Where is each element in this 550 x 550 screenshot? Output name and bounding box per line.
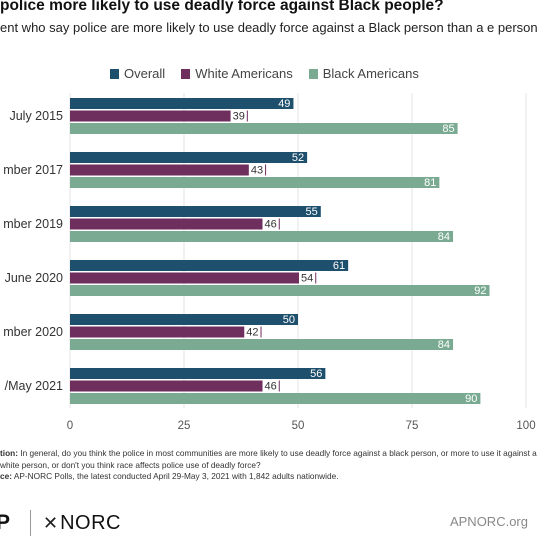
legend-swatch-black-americans [308,68,318,79]
bar-white-americans-4 [70,326,262,338]
x-tick-label-0: 0 [67,420,73,432]
ap-logo: P [0,511,11,534]
bar-chart: 0 25 50 75 100 July 2015 49 39 85 mber 2017 52 43 81… [3,93,536,432]
chart-subtitle: ent who say police are more likely to us… [0,20,538,35]
value-label-overall-2: 55 [306,206,318,218]
value-label-bg [262,380,279,393]
x-tick-label-25: 25 [178,420,191,432]
bar-white-americans-5 [70,380,280,392]
value-label-white-americans-1: 43 [251,165,263,177]
legend-item-black-americans: Black Americans [308,66,419,81]
chart-notes: tion: In general, do you think the polic… [0,448,540,483]
norc-star-icon: ✕ [43,512,59,533]
legend-item-white-americans: White Americans [181,66,293,81]
legend: Overall White Americans Black Americans [110,66,419,81]
value-label-black-americans-5: 90 [465,393,477,405]
value-label-overall-3: 61 [333,260,345,272]
bar-black-americans-2 [70,231,454,242]
value-label-overall-4: 50 [283,314,295,326]
bar-overall-5 [70,368,326,379]
category-label-3: June 2020 [5,271,63,285]
value-label-black-americans-1: 81 [424,177,436,189]
x-tick-label-100: 100 [516,420,535,432]
value-label-bg [230,110,247,123]
bar-overall-4 [70,314,298,325]
category-label-1: mber 2017 [3,163,63,177]
bar-black-americans-0 [70,123,458,134]
bar-white-americans-0 [70,110,248,122]
value-label-white-americans-2: 46 [265,219,277,231]
legend-label-overall: Overall [124,66,166,81]
value-label-bg [244,326,261,339]
value-label-bg [248,164,266,177]
bar-white-americans-1 [70,164,267,176]
bar-white-americans-2 [70,218,280,230]
value-label-overall-1: 52 [292,152,304,164]
logo-divider [30,510,32,536]
source-label: ce: [0,471,12,481]
value-label-bg [298,272,316,285]
category-label-0: July 2015 [9,109,63,123]
bar-white-americans-3 [70,272,317,284]
question-text: In general, do you think the police in m… [0,448,537,470]
value-label-white-americans-4: 42 [246,327,258,339]
value-label-black-americans-0: 85 [442,123,454,135]
value-label-overall-0: 49 [278,98,290,110]
bar-overall-1 [70,152,308,163]
category-label-2: mber 2019 [3,217,63,231]
x-tick-label-75: 75 [406,420,419,432]
value-label-white-americans-3: 54 [301,273,313,285]
norc-logo: NORC [60,511,121,534]
category-label-5: /May 2021 [5,379,63,393]
bar-overall-2 [70,206,321,217]
value-label-white-americans-5: 46 [265,381,277,393]
value-label-overall-5: 56 [310,368,322,380]
legend-label-black-americans: Black Americans [322,66,419,81]
legend-label-white-americans: White Americans [195,66,293,81]
bar-black-americans-4 [70,339,454,350]
bar-black-americans-5 [70,393,481,404]
x-tick-label-50: 50 [292,420,305,432]
category-label-4: mber 2020 [3,325,63,339]
site-link[interactable]: APNORC.org [449,514,528,529]
legend-item-overall: Overall [110,66,165,81]
value-label-black-americans-2: 84 [438,231,450,243]
value-label-black-americans-3: 92 [474,285,486,297]
bar-overall-3 [70,260,349,271]
source-text: AP-NORC Polls, the latest conducted Apri… [12,471,339,481]
legend-swatch-overall [110,68,119,79]
bar-overall-0 [70,98,294,109]
value-label-bg [262,218,279,231]
bar-black-americans-3 [70,285,490,296]
legend-swatch-white-americans [181,68,191,79]
value-label-black-americans-4: 84 [438,339,450,351]
question-label: tion: [0,448,18,458]
value-label-white-americans-0: 39 [233,111,245,123]
chart-title: police more likely to use deadly force a… [0,0,444,14]
bar-black-americans-1 [70,177,440,188]
brand-logos: P ✕ NORC [0,508,121,538]
